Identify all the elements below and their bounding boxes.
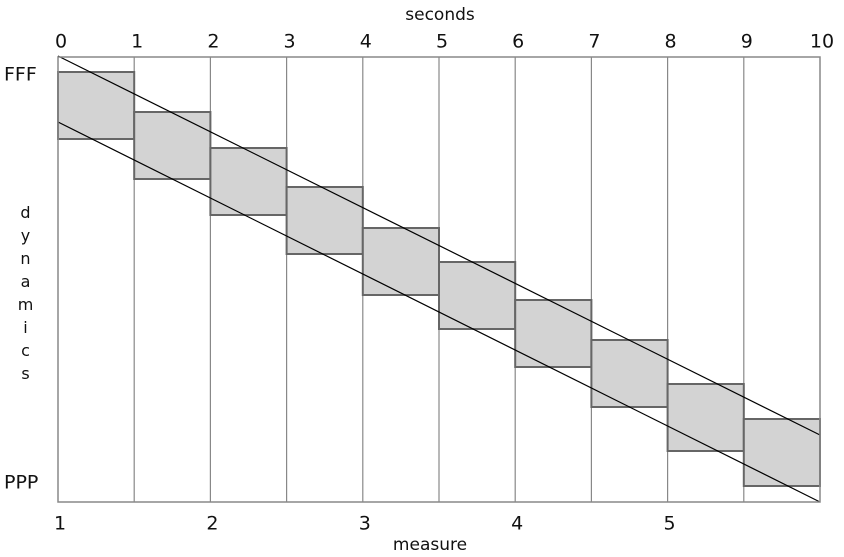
second-label: 7	[588, 31, 600, 53]
second-label: 3	[284, 31, 296, 53]
second-label: 9	[741, 31, 753, 53]
vertical-label: dynamics	[16, 203, 35, 387]
dynamic-box	[742, 418, 821, 487]
dynamic-box	[666, 383, 745, 452]
tick-labels: 0 1 2 3 4 5 6 7 8 9 10 1 2 3 4 5	[54, 31, 834, 535]
dynamic-box	[361, 227, 440, 296]
dynamic-box	[285, 186, 364, 255]
low-label: PPP	[4, 472, 38, 494]
upper-trend	[57, 55, 821, 436]
dynamic-box	[438, 261, 517, 330]
second-label: 4	[360, 31, 372, 53]
second-label: 8	[665, 31, 677, 53]
measure-label: 4	[511, 513, 523, 535]
second-label: 10	[810, 31, 834, 53]
dynamic-box	[514, 299, 593, 368]
dynamic-box	[133, 111, 212, 180]
dynamic-box	[57, 71, 136, 140]
second-label: 6	[512, 31, 524, 53]
measure-label: 1	[54, 513, 66, 535]
second-label: 5	[436, 31, 448, 53]
second-label: 1	[131, 31, 143, 53]
measure-label: 2	[206, 513, 218, 535]
top-axis-title: seconds	[405, 5, 475, 25]
measure-label: 5	[664, 513, 676, 535]
frame	[57, 56, 821, 503]
second-label: 2	[207, 31, 219, 53]
measure-label: 3	[359, 513, 371, 535]
bottom-axis-title: measure	[393, 535, 467, 555]
lower-trend	[57, 121, 821, 503]
dynamic-box	[209, 147, 288, 216]
dynamic-box	[590, 339, 669, 408]
high-label: FFF	[4, 64, 37, 86]
second-label: 0	[55, 31, 67, 53]
